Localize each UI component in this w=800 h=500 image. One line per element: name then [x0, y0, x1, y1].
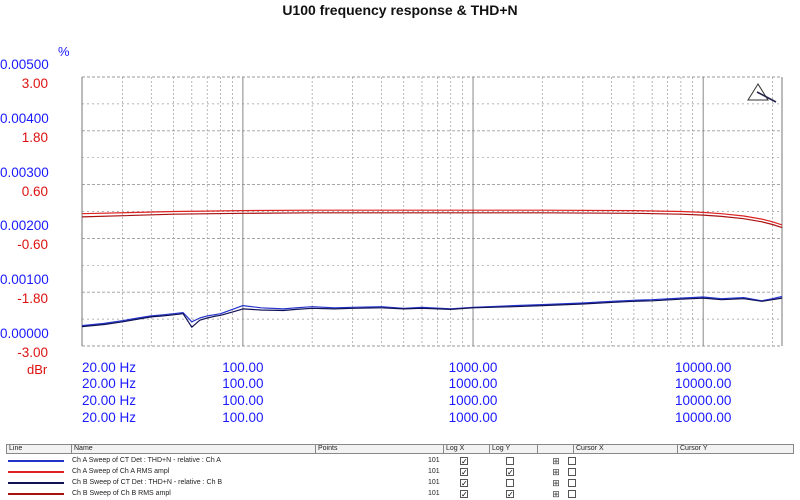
series-line-1	[81, 295, 783, 327]
y-tick-label-percent: 0.00200	[0, 218, 49, 234]
y-tick-label-percent: 0.00100	[0, 272, 49, 288]
plus-box-icon[interactable]: ⊞	[552, 478, 560, 488]
header-name: Name	[71, 445, 93, 453]
legend-line-swatch	[8, 482, 64, 484]
x-tick-label: 100.00	[222, 376, 264, 391]
series-line-2	[81, 209, 783, 226]
x-tick-row: 20.00 Hz 100.00 1000.00 10000.00	[0, 376, 800, 392]
series-lines	[81, 209, 783, 328]
plus-box-icon[interactable]: ⊞	[552, 489, 560, 499]
log-y-checkbox[interactable]: ✓	[506, 468, 514, 477]
legend-points: 101	[428, 457, 440, 464]
trace-legend-panel: Line Name Points Log X Log Y Cursor X Cu…	[6, 444, 794, 500]
x-tick-label: 10000.00	[675, 410, 732, 425]
x-tick-label: 1000.00	[448, 360, 498, 375]
x-tick-label: 10000.00	[675, 376, 732, 391]
log-x-checkbox[interactable]: ✓	[460, 468, 468, 477]
y-tick-label-percent: 0.00400	[0, 110, 49, 126]
x-tick-label: 10000.00	[675, 360, 732, 375]
legend-points: 101	[428, 468, 440, 475]
y-tick-label-dbr: -1.80	[17, 291, 48, 307]
x-tick-row: 20.00 Hz 100.00 1000.00 10000.00	[0, 410, 800, 426]
y-tick-label-percent: 0.00300	[0, 164, 49, 180]
chart-title: U100 frequency response & THD+N	[282, 2, 518, 18]
legend-header-row: Line Name Points Log X Log Y Cursor X Cu…	[6, 444, 794, 454]
legend-line-swatch	[8, 471, 64, 473]
legend-trace-name: Ch A Sweep of Ch A RMS ampl	[72, 468, 170, 475]
legend-row[interactable]: Ch A Sweep of Ch A RMS ampl 101 ✓ ✓ ⊞	[6, 467, 794, 479]
header-points: Points	[315, 445, 337, 453]
y-tick-label-percent: 0.00000	[0, 326, 49, 341]
y-tick-label-dbr: 1.80	[21, 129, 48, 145]
header-cursor-x: Cursor X	[573, 445, 604, 453]
cursor-x-checkbox[interactable]	[568, 479, 576, 487]
plus-box-icon[interactable]: ⊞	[552, 467, 560, 477]
x-tick-label: 100.00	[222, 393, 264, 408]
y-axis-unit-percent: %	[58, 44, 70, 59]
x-tick-row: 20.00 Hz 100.00 1000.00 10000.00	[0, 393, 800, 409]
x-tick-label: 10000.00	[675, 393, 732, 408]
legend-line-swatch	[8, 493, 64, 495]
legend-trace-name: Ch B Sweep of Ch B RMS ampl	[72, 490, 171, 497]
cursor-x-checkbox[interactable]	[568, 490, 576, 498]
legend-points: 101	[428, 490, 440, 497]
legend-row[interactable]: Ch A Sweep of CT Det : THD+N - relative …	[6, 456, 794, 468]
y-tick-label-dbr: 0.60	[21, 183, 48, 199]
series-line-4	[81, 212, 783, 229]
x-tick-label: 100.00	[222, 410, 264, 425]
log-x-checkbox[interactable]: ✓	[460, 457, 468, 466]
x-tick-label: 20.00 Hz	[82, 360, 137, 375]
cursor-x-checkbox[interactable]	[568, 468, 576, 476]
legend-row[interactable]: Ch B Sweep of CT Det : THD+N - relative …	[6, 478, 794, 490]
plus-box-icon[interactable]: ⊞	[552, 456, 560, 466]
legend-line-swatch	[8, 460, 64, 462]
x-tick-label: 1000.00	[448, 376, 498, 391]
y-tick-label-dbr: -0.60	[17, 237, 48, 253]
triangle-cursor-icon[interactable]	[747, 83, 777, 103]
header-log-y: Log Y	[489, 445, 510, 453]
x-tick-label: 20.00 Hz	[82, 376, 137, 391]
plot-area[interactable]	[0, 0, 800, 445]
x-tick-label: 1000.00	[448, 393, 498, 408]
series-line-3	[81, 297, 783, 328]
y-tick-label-dbr: -3.00	[17, 345, 48, 360]
header-spacer	[537, 445, 540, 453]
log-x-checkbox[interactable]: ✓	[460, 490, 468, 499]
legend-row[interactable]: Ch B Sweep of Ch B RMS ampl 101 ✓ ✓ ⊞	[6, 489, 794, 500]
x-tick-label: 20.00 Hz	[82, 393, 137, 408]
header-log-x: Log X	[443, 445, 464, 453]
header-line: Line	[9, 445, 23, 452]
cursor-x-checkbox[interactable]	[568, 457, 576, 465]
x-tick-row: 20.00 Hz 100.00 1000.00 10000.00	[0, 360, 800, 376]
y-tick-label-dbr: 3.00	[21, 76, 48, 91]
log-y-checkbox[interactable]	[506, 457, 514, 465]
log-y-checkbox[interactable]	[506, 479, 514, 487]
legend-trace-name: Ch A Sweep of CT Det : THD+N - relative …	[72, 457, 221, 464]
legend-points: 101	[428, 479, 440, 486]
legend-trace-name: Ch B Sweep of CT Det : THD+N - relative …	[72, 479, 223, 486]
x-tick-label: 100.00	[222, 360, 264, 375]
log-x-checkbox[interactable]: ✓	[460, 479, 468, 488]
y-axis-unit-dbr: dBr	[27, 362, 48, 377]
y-tick-label-percent: 0.00500	[0, 57, 49, 72]
log-y-checkbox[interactable]: ✓	[506, 490, 514, 499]
x-tick-label: 20.00 Hz	[82, 410, 137, 425]
x-tick-label: 1000.00	[448, 410, 498, 425]
header-cursor-y: Cursor Y	[677, 445, 708, 453]
